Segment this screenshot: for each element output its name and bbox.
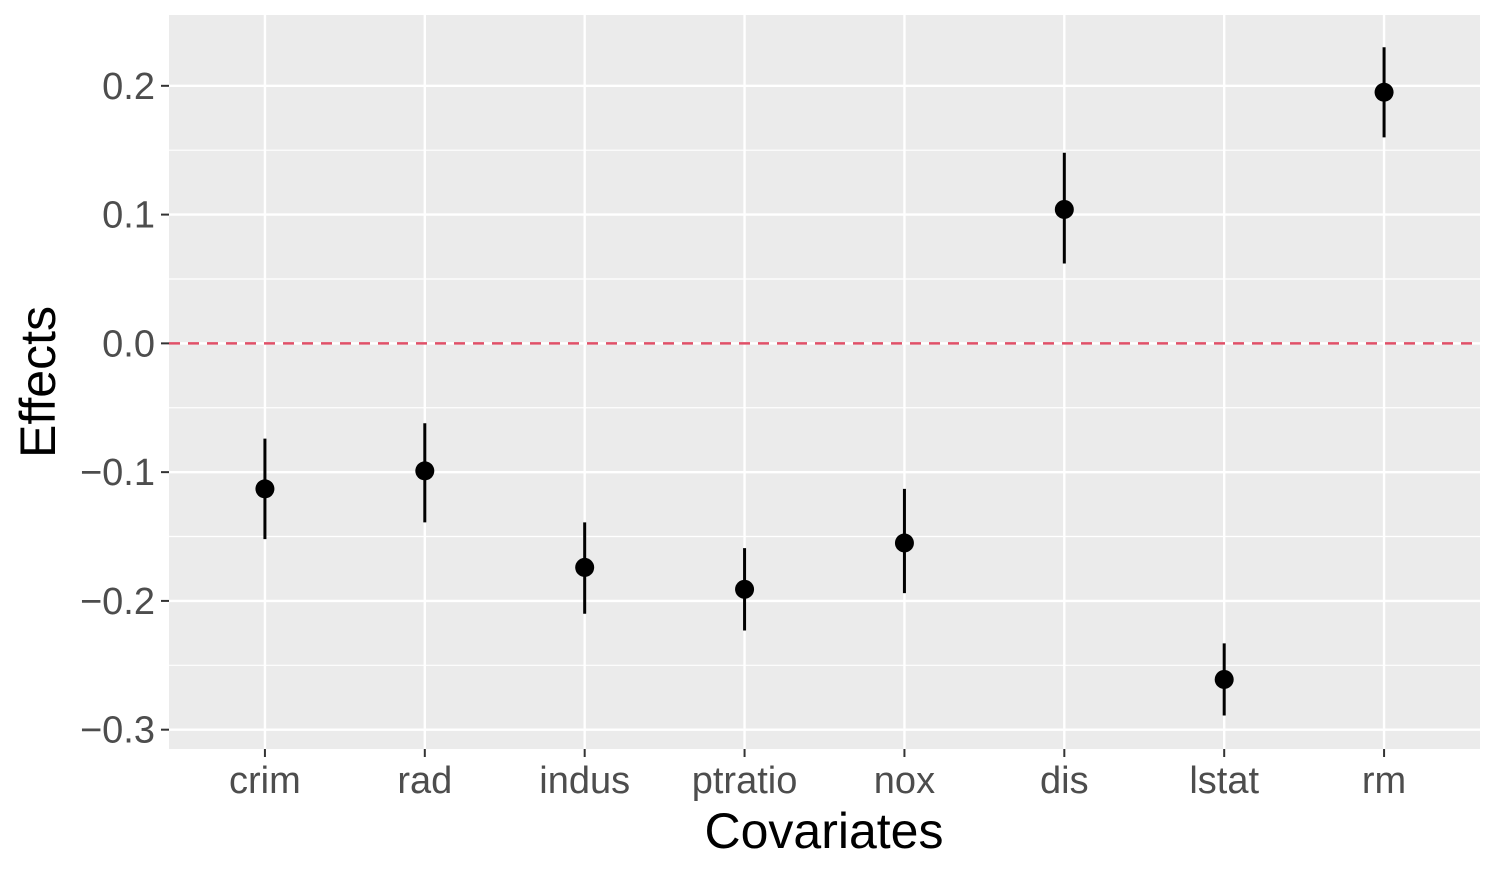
point-rad bbox=[415, 461, 435, 481]
x-axis-title: Covariates bbox=[705, 803, 944, 859]
x-tick-label: ptratio bbox=[692, 760, 798, 802]
y-tick-label: 0.2 bbox=[102, 66, 155, 108]
x-tick-label: lstat bbox=[1189, 760, 1259, 802]
x-tick-label: indus bbox=[539, 760, 630, 802]
x-tick-label: nox bbox=[874, 760, 935, 802]
x-tick-label: crim bbox=[229, 760, 301, 802]
x-tick-label: rad bbox=[397, 760, 452, 802]
x-tick-label: rm bbox=[1362, 760, 1406, 802]
y-axis-title: Effects bbox=[10, 306, 66, 458]
y-tick-label: −0.1 bbox=[80, 452, 155, 494]
point-rm bbox=[1374, 82, 1394, 102]
point-lstat bbox=[1214, 669, 1234, 689]
point-dis bbox=[1054, 199, 1074, 219]
point-crim bbox=[255, 479, 275, 499]
plot-panel bbox=[169, 15, 1480, 749]
x-axis: crim rad indus ptratio nox dis lstat rm bbox=[229, 749, 1406, 802]
y-tick-label: 0.1 bbox=[102, 195, 155, 237]
point-nox bbox=[894, 533, 914, 553]
minor-gridlines bbox=[169, 149, 1480, 666]
y-tick-label: 0.0 bbox=[102, 323, 155, 365]
y-axis: 0.2 0.1 0.0 −0.1 −0.2 −0.3 bbox=[80, 66, 169, 752]
point-ptratio bbox=[735, 579, 755, 599]
x-tick-label: dis bbox=[1040, 760, 1089, 802]
y-tick-label: −0.3 bbox=[80, 710, 155, 752]
point-indus bbox=[575, 557, 595, 577]
major-gridlines bbox=[169, 15, 1480, 749]
point-ranges bbox=[255, 47, 1394, 716]
y-tick-label: −0.2 bbox=[80, 581, 155, 623]
